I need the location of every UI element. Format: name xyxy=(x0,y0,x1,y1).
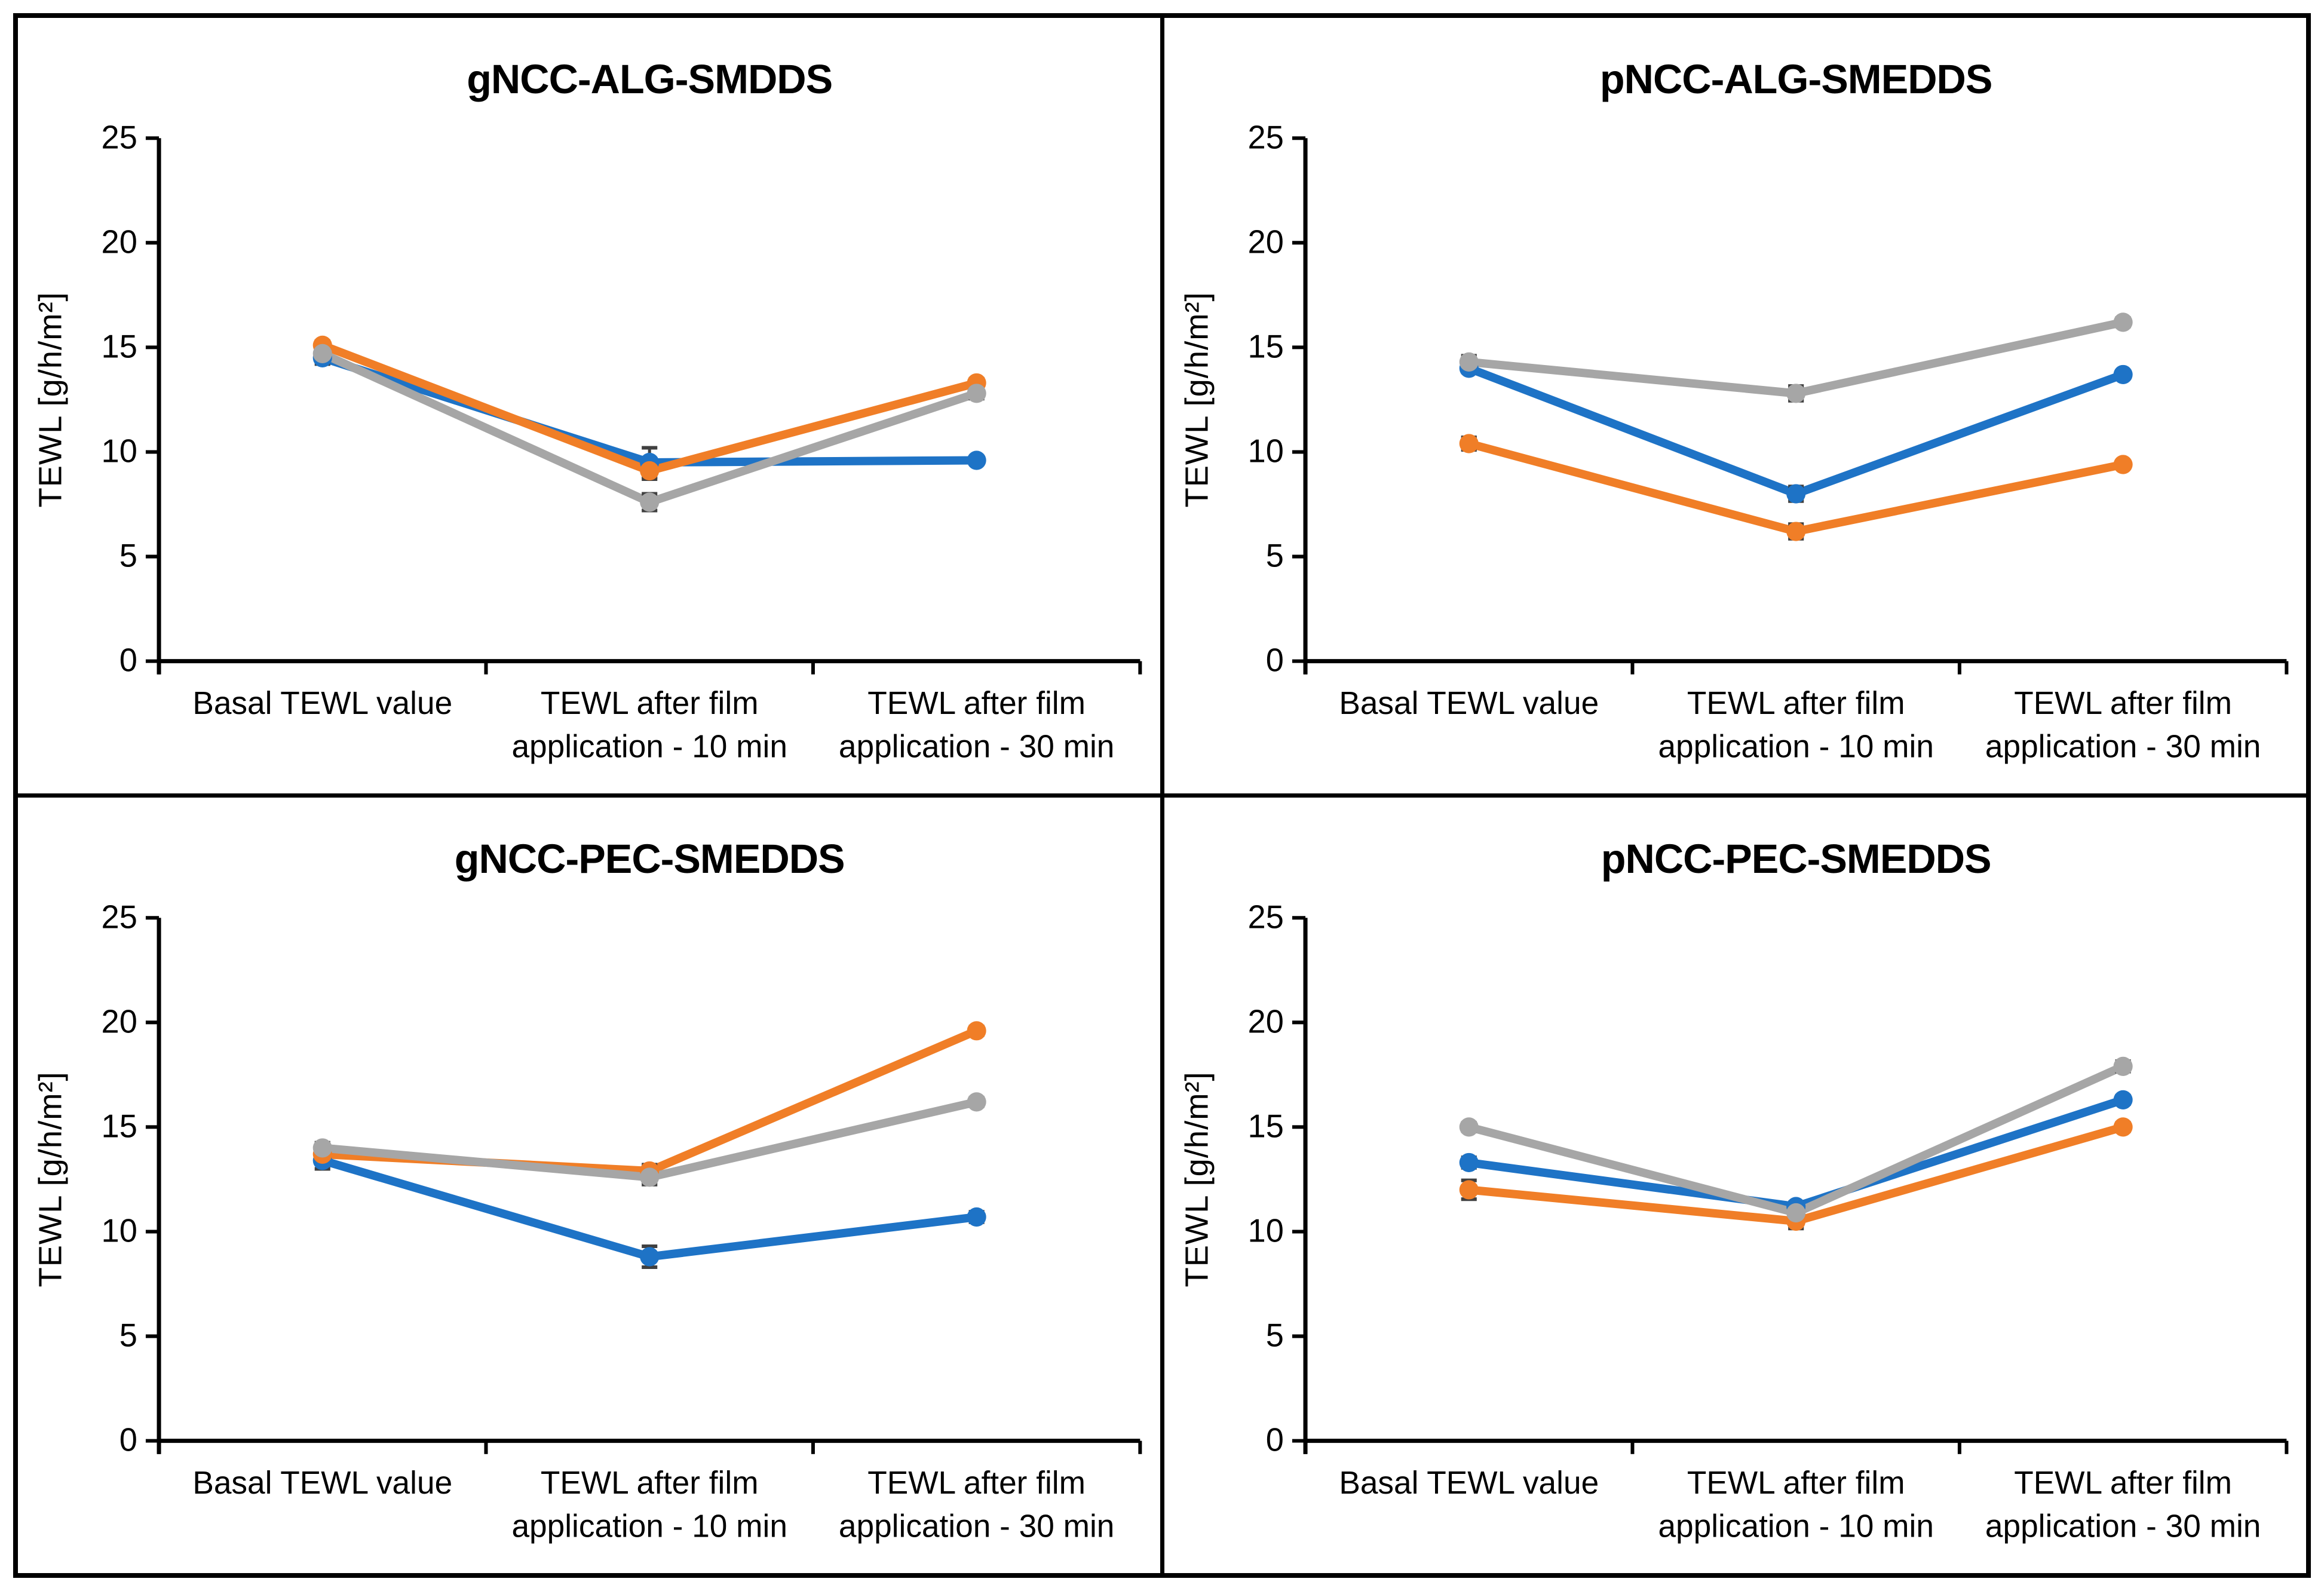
data-point-gray xyxy=(1786,1203,1805,1223)
data-point-orange xyxy=(1459,434,1479,453)
data-point-blue xyxy=(2113,364,2133,385)
data-point-blue xyxy=(967,1207,986,1227)
y-tick-label: 15 xyxy=(1247,328,1283,364)
data-point-orange xyxy=(1786,522,1805,541)
x-category-label: TEWL after film xyxy=(1687,686,1905,721)
data-point-orange xyxy=(640,461,660,481)
data-point-gray xyxy=(2113,312,2133,332)
y-axis-label: TEWL [g/h/m²] xyxy=(1178,292,1215,507)
x-category-label: application - 30 min xyxy=(1985,729,2260,765)
chart-gncc-pec-smedds: gNCC-PEC-SMEDDS TEWL [g/h/m²] 0 5 10 15 20 25 Ba… xyxy=(32,836,1142,1544)
data-point-gray xyxy=(967,1092,986,1112)
y-tick-label: 5 xyxy=(119,538,137,574)
x-category-label: TEWL after film xyxy=(867,1466,1086,1501)
data-point-gray xyxy=(2113,1056,2133,1076)
data-point-gray xyxy=(640,492,660,512)
data-point-blue xyxy=(1786,484,1805,504)
data-point-gray xyxy=(1459,1117,1479,1137)
y-tick-label: 20 xyxy=(102,1003,137,1040)
y-tick-label: 20 xyxy=(1247,1003,1283,1040)
y-axis-label: TEWL [g/h/m²] xyxy=(1178,1071,1215,1287)
y-axis-label: TEWL [g/h/m²] xyxy=(32,1071,68,1287)
data-point-blue xyxy=(2113,1090,2133,1109)
y-tick-label: 0 xyxy=(1265,1422,1283,1458)
x-category-label: TEWL after film xyxy=(541,1466,759,1501)
x-category-label: application - 10 min xyxy=(1658,1509,1933,1544)
y-tick-label: 25 xyxy=(102,899,137,935)
chart-title: pNCC-PEC-SMEDDS xyxy=(1601,836,1991,882)
x-category-label: application - 10 min xyxy=(511,729,787,765)
y-axis-label: TEWL [g/h/m²] xyxy=(32,292,68,507)
series-line-orange xyxy=(318,1026,981,1175)
data-point-orange xyxy=(2113,455,2133,474)
data-point-orange xyxy=(1459,1180,1479,1200)
chart-title: gNCC-ALG-SMDDS xyxy=(467,57,832,102)
chart-pncc-pec-smedds: pNCC-PEC-SMEDDS TEWL [g/h/m²] 0 5 10 15 20 25 Ba… xyxy=(1178,836,2288,1544)
y-tick-label: 5 xyxy=(119,1317,137,1354)
data-point-gray xyxy=(640,1167,660,1187)
x-category-label: TEWL after film xyxy=(1687,1466,1905,1501)
panel-gncc-pec-smedds: gNCC-PEC-SMEDDS TEWL [g/h/m²] 0 5 10 15 20 25 Ba… xyxy=(18,798,1160,1573)
y-tick-label: 15 xyxy=(102,1108,137,1144)
y-tick-label: 0 xyxy=(119,642,137,679)
y-tick-label: 25 xyxy=(1247,119,1283,155)
data-point-gray xyxy=(1459,352,1479,372)
chart-grid: gNCC-ALG-SMDDS TEWL [g/h/m²] 0 5 10 15 20 25 Bas… xyxy=(13,13,2311,1578)
x-category-label: Basal TEWL value xyxy=(192,1466,452,1501)
x-category-label: application - 30 min xyxy=(1985,1509,2260,1544)
x-category-label: TEWL after film xyxy=(867,686,1086,721)
y-tick-label: 0 xyxy=(119,1422,137,1458)
panel-pncc-pec-smedds: pNCC-PEC-SMEDDS TEWL [g/h/m²] 0 5 10 15 20 25 Ba… xyxy=(1164,798,2306,1573)
y-tick-label: 10 xyxy=(102,1213,137,1249)
x-category-label: TEWL after film xyxy=(2014,1466,2232,1501)
data-point-gray xyxy=(1786,384,1805,403)
y-tick-label: 10 xyxy=(1247,433,1283,470)
series-line-gray xyxy=(1464,318,2127,398)
data-point-blue xyxy=(640,1247,660,1267)
x-category-label: application - 30 min xyxy=(839,1509,1114,1544)
y-tick-label: 10 xyxy=(1247,1213,1283,1249)
panel-gncc-alg-smdds: gNCC-ALG-SMDDS TEWL [g/h/m²] 0 5 10 15 20 25 Bas… xyxy=(18,18,1160,793)
x-category-label: Basal TEWL value xyxy=(1339,686,1599,721)
x-category-label: Basal TEWL value xyxy=(192,686,452,721)
data-point-gray xyxy=(312,1138,332,1158)
y-tick-label: 15 xyxy=(1247,1108,1283,1144)
data-point-blue xyxy=(967,450,986,470)
data-point-orange xyxy=(2113,1117,2133,1137)
y-tick-label: 20 xyxy=(1247,223,1283,260)
y-tick-label: 10 xyxy=(102,433,137,470)
x-category-label: Basal TEWL value xyxy=(1339,1466,1599,1501)
x-category-label: application - 10 min xyxy=(511,1509,787,1544)
y-tick-label: 25 xyxy=(1247,899,1283,935)
data-point-gray xyxy=(967,384,986,403)
y-tick-label: 15 xyxy=(102,328,137,364)
chart-title: pNCC-ALG-SMEDDS xyxy=(1599,57,1992,102)
x-category-label: TEWL after film xyxy=(2014,686,2232,721)
y-tick-label: 0 xyxy=(1265,642,1283,679)
y-tick-label: 5 xyxy=(1265,538,1283,574)
y-tick-label: 25 xyxy=(102,119,137,155)
chart-pncc-alg-smedds: pNCC-ALG-SMEDDS TEWL [g/h/m²] 0 5 10 15 20 25 Ba… xyxy=(1178,57,2288,765)
data-point-blue xyxy=(1459,1152,1479,1173)
x-category-label: application - 10 min xyxy=(1658,729,1933,765)
chart-gncc-alg-smdds: gNCC-ALG-SMDDS TEWL [g/h/m²] 0 5 10 15 20 25 Bas… xyxy=(32,57,1142,765)
data-point-gray xyxy=(312,344,332,364)
data-point-orange xyxy=(967,1021,986,1041)
y-tick-label: 5 xyxy=(1265,1317,1283,1354)
chart-title: gNCC-PEC-SMEDDS xyxy=(455,836,845,882)
series-line-gray xyxy=(1464,1062,2127,1218)
panel-pncc-alg-smedds: pNCC-ALG-SMEDDS TEWL [g/h/m²] 0 5 10 15 20 25 Ba… xyxy=(1164,18,2306,793)
x-category-label: TEWL after film xyxy=(541,686,759,721)
y-tick-label: 20 xyxy=(102,223,137,260)
x-category-label: application - 30 min xyxy=(839,729,1114,765)
